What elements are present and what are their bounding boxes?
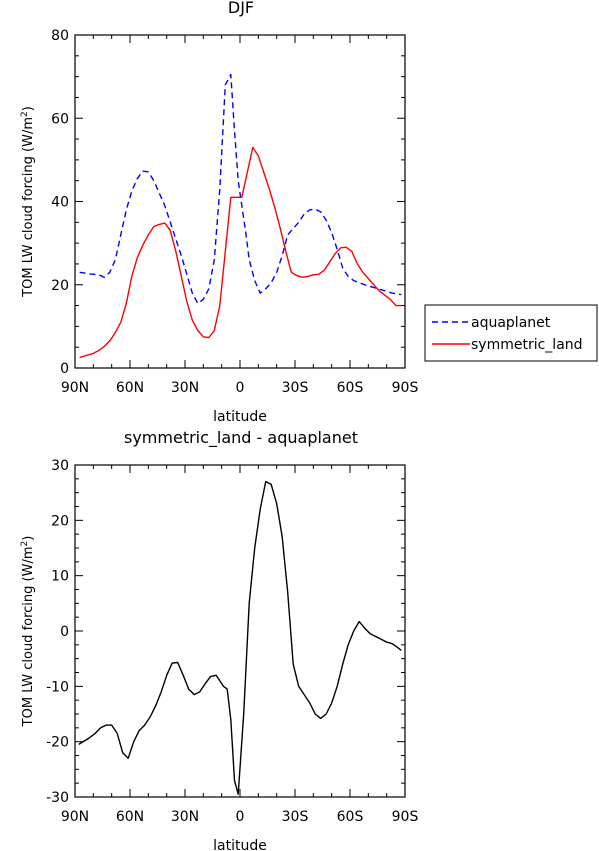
- bottom-x-tick-label: 90N: [61, 809, 89, 825]
- top-y-tick-label: 20: [51, 278, 69, 294]
- top-series-line-aquaplanet: [79, 73, 402, 305]
- top-y-axis-label-end: ): [21, 106, 36, 111]
- top-y-tick-label: 60: [51, 111, 69, 127]
- bottom-y-tick-label: -10: [46, 679, 69, 695]
- bottom-x-axis-label: latitude: [213, 838, 267, 851]
- top-y-axis-label-main: TOM LW cloud forcing (W/m: [21, 117, 36, 298]
- top-y-axis-label: TOM LW cloud forcing (W/m2): [20, 106, 36, 298]
- bottom-series-line-difference: [78, 480, 402, 795]
- top-y-tick-label: 40: [51, 195, 69, 211]
- top-x-tick-label: 90N: [61, 380, 89, 396]
- top-chart-title: DJF: [228, 0, 254, 17]
- legend: aquaplanet symmetric_land: [424, 304, 598, 362]
- top-series-line-symmetric-land: [79, 146, 402, 359]
- top-x-tick-label: 30S: [282, 380, 309, 396]
- bottom-series-lines: [78, 480, 402, 795]
- top-y-ticks: 0 20 40 60 80: [51, 28, 405, 377]
- bottom-x-tick-label: 60S: [337, 809, 364, 825]
- top-y-tick-label: 0: [60, 361, 69, 377]
- top-x-tick-label: 90S: [392, 380, 419, 396]
- legend-label-symmetric-land: symmetric_land: [471, 337, 583, 353]
- bottom-y-tick-label: 20: [51, 513, 69, 529]
- bottom-y-tick-label: 0: [60, 624, 69, 640]
- bottom-y-axis-label-end: ): [21, 536, 36, 541]
- bottom-y-tick-label: -20: [46, 735, 69, 751]
- bottom-chart-panel: symmetric_land - aquaplanet -30 -20 -10 0 10…: [20, 428, 418, 851]
- top-x-tick-label: 30N: [171, 380, 199, 396]
- bottom-y-axis-label-main: TOM LW cloud forcing (W/m: [21, 546, 36, 727]
- top-x-ticks: 90N 60N 30N 0 30S 60S 90S: [61, 35, 419, 396]
- bottom-x-tick-label: 90S: [392, 809, 419, 825]
- top-series-lines: [79, 73, 402, 359]
- bottom-chart-title: symmetric_land - aquaplanet: [124, 428, 358, 448]
- bottom-y-tick-label: 30: [51, 458, 69, 474]
- bottom-y-tick-label: -30: [46, 790, 69, 806]
- top-x-tick-label: 0: [236, 380, 245, 396]
- top-x-axis-label: latitude: [213, 409, 267, 425]
- bottom-x-tick-label: 60N: [116, 809, 144, 825]
- bottom-y-axis-label-sup: 2: [20, 541, 30, 547]
- legend-box: [424, 304, 598, 362]
- top-chart-panel: DJF 0 20 40 60 80 90N 60N 30N 0 30S 60S 90S latitu…: [20, 0, 598, 425]
- legend-label-aquaplanet: aquaplanet: [471, 315, 551, 331]
- top-chart-frame: [74, 34, 406, 369]
- bottom-x-tick-label: 0: [236, 809, 245, 825]
- top-y-axis-label-sup: 2: [20, 111, 30, 117]
- bottom-chart-frame: [74, 464, 406, 798]
- top-y-tick-label: 80: [51, 28, 69, 44]
- bottom-y-tick-label: 10: [51, 569, 69, 585]
- bottom-x-tick-label: 30S: [282, 809, 309, 825]
- bottom-x-ticks: 90N 60N 30N 0 30S 60S 90S: [61, 465, 419, 825]
- top-x-tick-label: 60S: [337, 380, 364, 396]
- bottom-y-axis-label: TOM LW cloud forcing (W/m2): [20, 536, 36, 728]
- top-x-tick-label: 60N: [116, 380, 144, 396]
- bottom-y-ticks: -30 -20 -10 0 10 20 30: [46, 458, 405, 806]
- bottom-x-tick-label: 30N: [171, 809, 199, 825]
